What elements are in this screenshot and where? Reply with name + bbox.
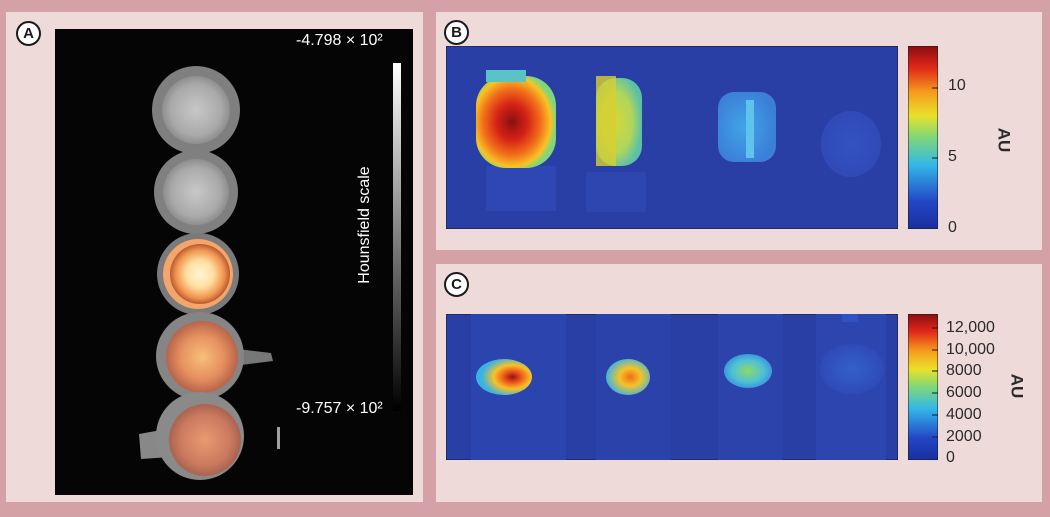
colorbar-c-tick-4000: 4000 bbox=[946, 406, 982, 423]
colorbar-c-tick-8000: 8000 bbox=[946, 362, 982, 379]
hounsfield-min-label: -9.757 × 10² bbox=[296, 400, 383, 417]
heatmap-c bbox=[446, 314, 898, 460]
colorbar-c-tick-2000: 2000 bbox=[946, 428, 982, 445]
vial-3 bbox=[157, 233, 239, 315]
colorbar-b bbox=[908, 46, 938, 229]
spot-b-2 bbox=[596, 76, 642, 166]
colorbar-c-tick-0: 0 bbox=[946, 449, 955, 466]
colorbar-c bbox=[908, 314, 938, 460]
spot-b-1 bbox=[476, 70, 556, 168]
hounsfield-colorbar bbox=[393, 63, 401, 411]
colorbar-b-tick-0: 0 bbox=[948, 219, 957, 236]
colorbar-b-tick-10: 10 bbox=[948, 77, 966, 94]
vial-5 bbox=[139, 392, 280, 480]
vial-2 bbox=[154, 150, 238, 234]
spot-c-4 bbox=[820, 344, 884, 394]
heatmap-b bbox=[446, 46, 898, 229]
spot-b-4 bbox=[821, 111, 881, 177]
spot-b-3 bbox=[718, 92, 776, 162]
colorbar-b-tick-5: 5 bbox=[948, 148, 957, 165]
panel-letter-b: B bbox=[444, 20, 469, 45]
vial-4 bbox=[156, 312, 273, 400]
colorbar-b-axis-label: AU bbox=[994, 127, 1014, 153]
spot-c-3 bbox=[724, 354, 772, 388]
panel-a: A bbox=[6, 12, 423, 502]
panel-c: C bbox=[436, 264, 1042, 502]
hounsfield-axis-label: Hounsfield scale bbox=[356, 166, 373, 284]
panel-letter-c: C bbox=[444, 272, 469, 297]
ct-image bbox=[55, 29, 413, 495]
panel-b: B bbox=[436, 12, 1042, 250]
hounsfield-max-label: -4.798 × 10² bbox=[296, 32, 383, 49]
spot-c-2 bbox=[606, 359, 650, 395]
colorbar-c-tick-10000: 10,000 bbox=[946, 341, 995, 358]
colorbar-c-tick-12000: 12,000 bbox=[946, 319, 995, 336]
panel-letter-a: A bbox=[16, 21, 41, 46]
vial-1 bbox=[152, 66, 240, 154]
colorbar-c-axis-label: AU bbox=[1007, 373, 1027, 399]
spot-c-1 bbox=[476, 359, 532, 395]
colorbar-c-tick-6000: 6000 bbox=[946, 384, 982, 401]
